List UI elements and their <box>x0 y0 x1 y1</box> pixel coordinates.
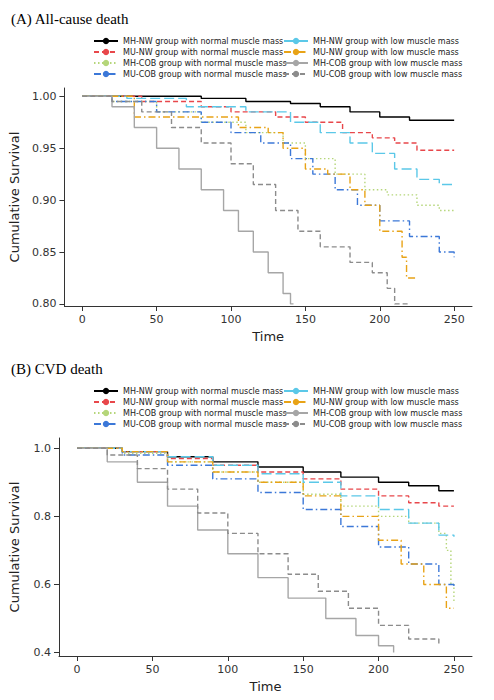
svg-text:MU-NW group with low muscle ma: MU-NW group with low muscle mass <box>313 398 459 407</box>
svg-text:MU-NW group with low muscle ma: MU-NW group with low muscle mass <box>313 48 459 57</box>
svg-text:MH-COB group with normal muscl: MH-COB group with normal muscle mass <box>123 409 287 418</box>
svg-text:MU-COB group with low muscle m: MU-COB group with low muscle mass <box>313 420 462 429</box>
svg-text:0.8: 0.8 <box>34 510 52 523</box>
svg-text:Time: Time <box>249 679 282 694</box>
svg-text:0.80: 0.80 <box>32 297 57 310</box>
svg-text:MU-NW group with normal muscle: MU-NW group with normal muscle mass <box>123 398 283 407</box>
svg-text:(A) All-cause death: (A) All-cause death <box>11 11 129 28</box>
svg-text:Time: Time <box>251 329 284 344</box>
svg-text:1.0: 1.0 <box>34 442 52 455</box>
svg-text:150: 150 <box>293 663 314 676</box>
svg-text:Cumulative Survival: Cumulative Survival <box>7 132 22 263</box>
svg-text:MH-COB group with normal muscl: MH-COB group with normal muscle mass <box>123 59 287 68</box>
svg-text:MH-COB group with low muscle m: MH-COB group with low muscle mass <box>313 409 462 418</box>
svg-text:0: 0 <box>74 663 81 676</box>
svg-text:0.6: 0.6 <box>34 578 52 591</box>
svg-text:100: 100 <box>221 313 242 326</box>
svg-text:50: 50 <box>150 313 164 326</box>
svg-text:MU-NW group with normal muscle: MU-NW group with normal muscle mass <box>123 48 283 57</box>
svg-text:0.95: 0.95 <box>32 142 57 155</box>
svg-text:MH-NW group with normal muscle: MH-NW group with normal muscle mass <box>123 37 283 46</box>
svg-text:0.85: 0.85 <box>32 246 57 259</box>
svg-text:250: 250 <box>443 663 464 676</box>
svg-text:MH-NW group with normal muscle: MH-NW group with normal muscle mass <box>123 387 283 396</box>
svg-text:Cumulative Survival: Cumulative Survival <box>7 482 22 613</box>
svg-text:MU-COB group with normal muscl: MU-COB group with normal muscle mass <box>123 70 287 79</box>
svg-text:200: 200 <box>369 313 390 326</box>
svg-text:(B) CVD death: (B) CVD death <box>11 361 103 378</box>
svg-text:200: 200 <box>368 663 389 676</box>
svg-text:0: 0 <box>79 313 86 326</box>
svg-text:MU-COB group with normal muscl: MU-COB group with normal muscle mass <box>123 420 287 429</box>
svg-text:MH-COB group with low muscle m: MH-COB group with low muscle mass <box>313 59 462 68</box>
svg-text:250: 250 <box>444 313 465 326</box>
svg-text:1.00: 1.00 <box>32 90 57 103</box>
svg-text:MH-NW group with low muscle ma: MH-NW group with low muscle mass <box>313 387 459 396</box>
svg-text:MH-NW group with low muscle ma: MH-NW group with low muscle mass <box>313 37 459 46</box>
svg-text:MU-COB group with low muscle m: MU-COB group with low muscle mass <box>313 70 462 79</box>
svg-text:100: 100 <box>217 663 238 676</box>
svg-text:0.4: 0.4 <box>34 646 52 659</box>
svg-text:0.90: 0.90 <box>32 194 57 207</box>
svg-text:50: 50 <box>145 663 159 676</box>
svg-text:150: 150 <box>295 313 316 326</box>
